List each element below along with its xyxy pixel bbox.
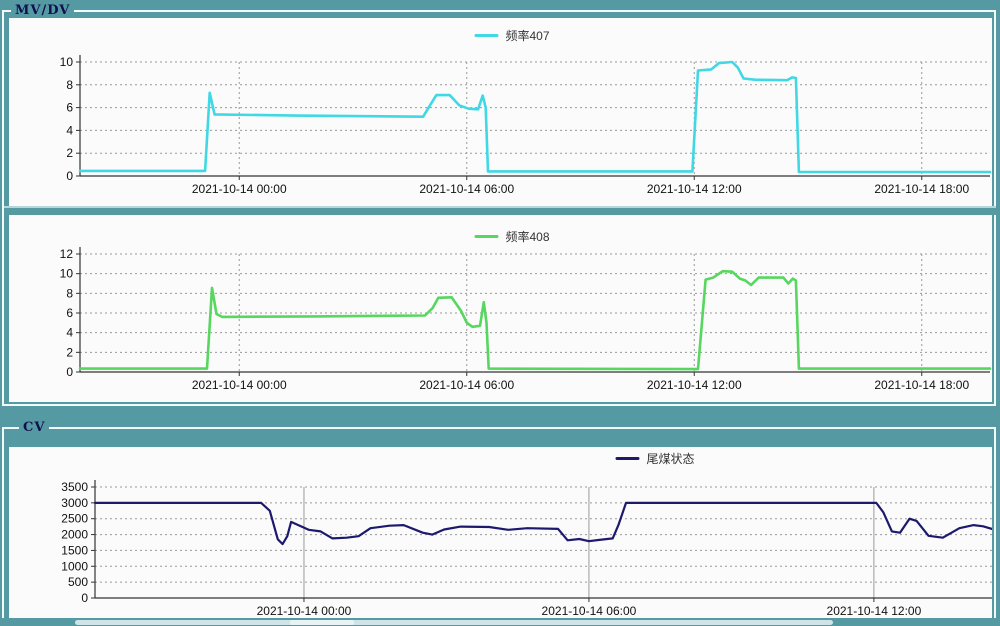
svg-text:2500: 2500 [61, 512, 88, 526]
svg-text:0: 0 [66, 169, 73, 183]
trend-chart-407: 频率407 0 2 4 6 8 10 2021-10-14 00:00 2021-10-14 … [9, 18, 992, 206]
legend-408: 频率408 [474, 228, 550, 245]
svg-text:2: 2 [66, 345, 73, 359]
svg-text:2021-10-14 18:00: 2021-10-14 18:00 [874, 182, 969, 196]
svg-text:2021-10-14 00:00: 2021-10-14 00:00 [192, 182, 287, 196]
svg-text:3000: 3000 [61, 496, 88, 510]
svg-text:6: 6 [66, 101, 73, 115]
svg-text:8: 8 [66, 78, 73, 92]
svg-text:6: 6 [66, 306, 73, 320]
trend-chart-408: 频率408 0 2 4 6 8 10 12 2021-10-14 00:00 2021-10-1… [9, 215, 992, 402]
svg-text:2: 2 [66, 146, 73, 160]
svg-text:3500: 3500 [61, 480, 88, 494]
svg-text:2021-10-14 12:00: 2021-10-14 12:00 [647, 378, 742, 392]
mvdv-group-label: MV/DV [11, 2, 75, 19]
partially-visible-panel-highlight [290, 620, 354, 625]
svg-text:2021-10-14 06:00: 2021-10-14 06:00 [419, 182, 514, 196]
legend-tailings-status: 尾煤状态 [615, 450, 695, 467]
mvdv-groupbox: MV/DV 频率407 0 2 4 6 8 10 2021-10-14 00:00 2021-… [2, 2, 996, 406]
trend-chart-tailings-status: 尾煤状态 0 500 1000 1500 2000 2500 3000 3500 2021-10… [9, 447, 992, 620]
svg-text:2021-10-14 06:00: 2021-10-14 06:00 [419, 378, 514, 392]
legend-407: 频率407 [474, 27, 550, 44]
partially-visible-panel-edge [75, 620, 833, 625]
svg-text:1500: 1500 [61, 543, 88, 557]
svg-text:2021-10-14 12:00: 2021-10-14 12:00 [827, 604, 922, 618]
svg-text:2021-10-14 06:00: 2021-10-14 06:00 [542, 604, 637, 618]
svg-text:10: 10 [60, 55, 74, 69]
svg-text:500: 500 [68, 575, 88, 589]
svg-text:2000: 2000 [61, 528, 88, 542]
mvdv-panel: 频率407 0 2 4 6 8 10 2021-10-14 00:00 2021-10-14 … [4, 18, 996, 402]
panel-separator [4, 206, 996, 215]
svg-text:2021-10-14 00:00: 2021-10-14 00:00 [257, 604, 352, 618]
svg-text:10: 10 [60, 267, 74, 281]
svg-text:2021-10-14 00:00: 2021-10-14 00:00 [192, 378, 287, 392]
svg-text:0: 0 [66, 365, 73, 379]
svg-text:8: 8 [66, 286, 73, 300]
legend-label: 尾煤状态 [646, 452, 695, 466]
svg-text:2021-10-14 18:00: 2021-10-14 18:00 [874, 378, 969, 392]
legend-line-swatch [474, 34, 499, 37]
svg-text:0: 0 [81, 591, 88, 605]
svg-text:12: 12 [60, 247, 74, 261]
cv-groupbox: CV 尾煤状态 0 500 1000 1500 2000 2500 3000 3500 2021… [2, 419, 996, 626]
bottom-strip [0, 618, 1000, 626]
legend-line-swatch [474, 235, 499, 238]
cv-panel: 尾煤状态 0 500 1000 1500 2000 2500 3000 3500 2021-10… [9, 447, 992, 620]
svg-text:4: 4 [66, 123, 73, 137]
legend-label: 频率407 [505, 29, 550, 43]
svg-text:4: 4 [66, 326, 73, 340]
svg-text:1000: 1000 [61, 559, 88, 573]
svg-text:2021-10-14 12:00: 2021-10-14 12:00 [647, 182, 742, 196]
legend-line-swatch [615, 457, 640, 460]
legend-label: 频率408 [505, 230, 550, 244]
cv-group-label: CV [19, 419, 50, 436]
